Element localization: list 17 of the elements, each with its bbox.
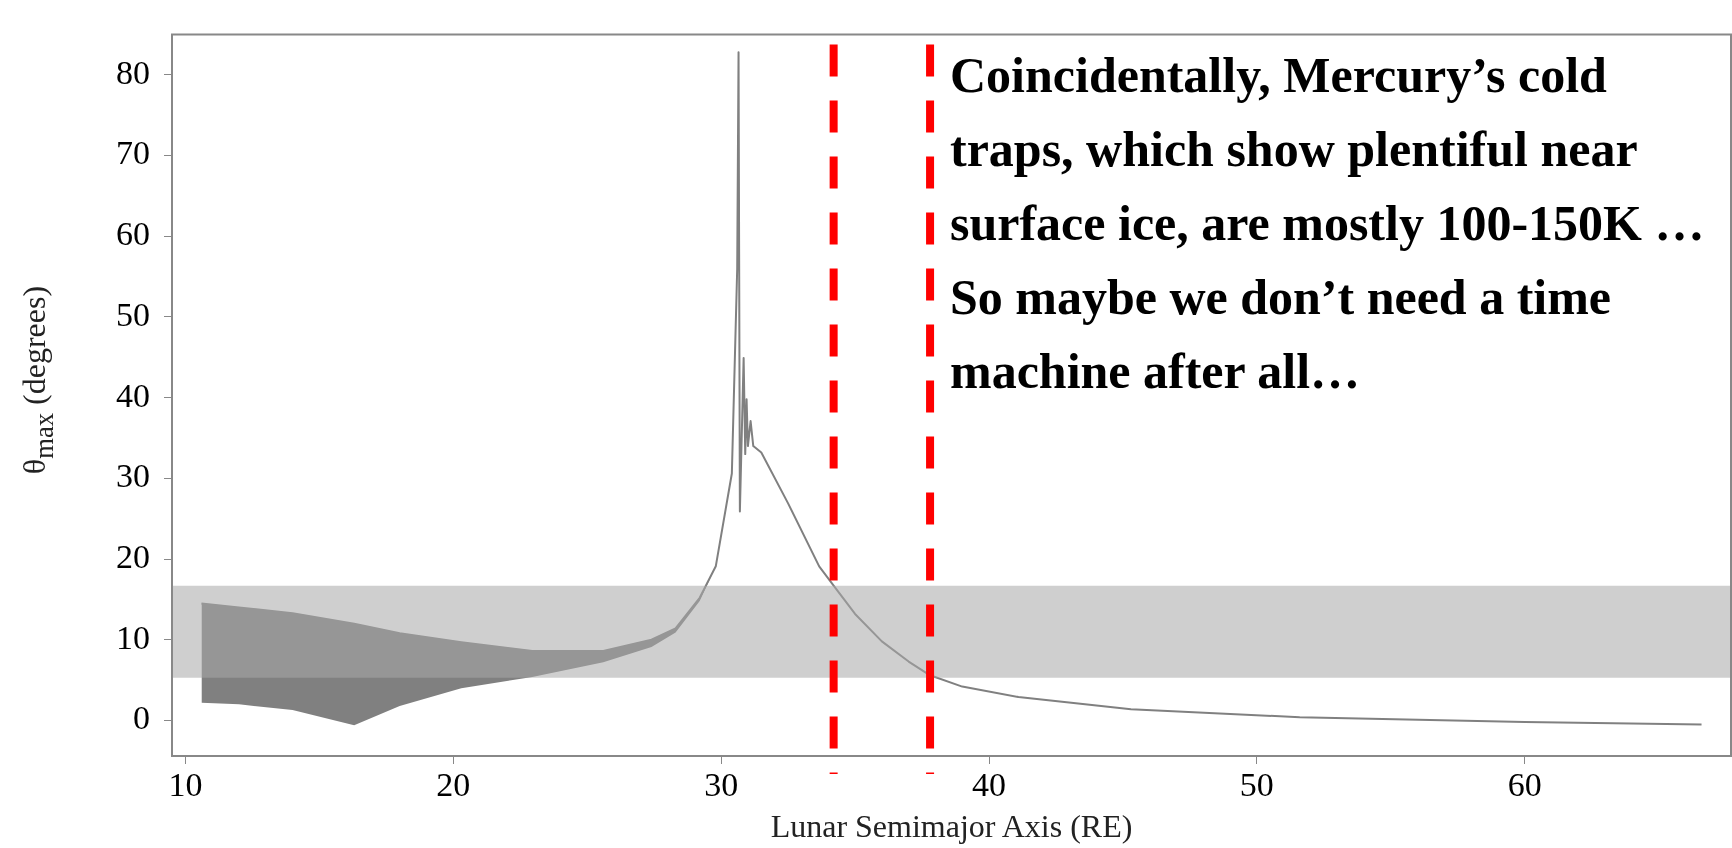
y-tick-label: 0 [133,699,150,737]
x-tick-label: 60 [1507,766,1542,804]
x-axis-title: Lunar Semimajor Axis (RE) [770,808,1133,845]
y-tick-label: 10 [116,618,150,656]
y-tick-label: 50 [116,295,150,333]
x-tick-label: 20 [436,766,471,804]
x-tick-label: 40 [972,766,1006,804]
y-tick-label: 30 [116,457,150,495]
x-tick-label: 50 [1239,766,1274,804]
x-tick-label: 30 [704,766,739,804]
annotation: Coincidentally, Mercury’s cold traps, which show plentiful near surface ice, are mostly 100-150K … So maybe we don’t need a time machine after all… [950,46,1706,401]
x-tick-label: 10 [168,766,203,804]
y-tick-label: 70 [116,134,150,172]
y-tick-label: 40 [116,376,150,414]
y-tick-label: 20 [116,537,150,575]
y-tick-label: 60 [116,215,150,253]
y-tick-label: 80 [116,53,150,91]
